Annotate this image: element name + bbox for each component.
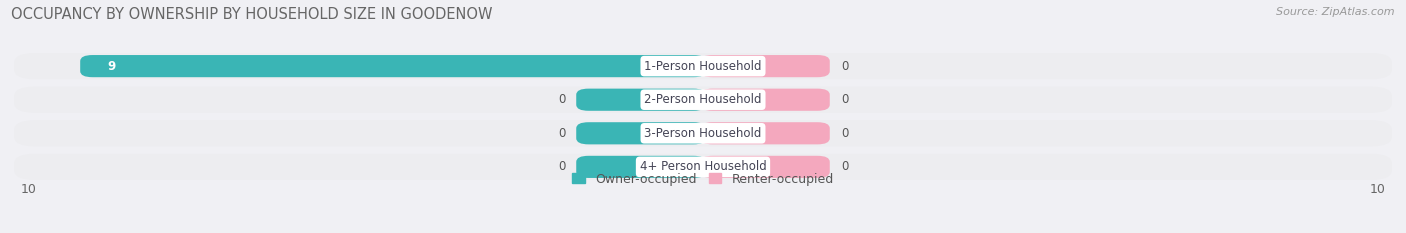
Legend: Owner-occupied, Renter-occupied: Owner-occupied, Renter-occupied (568, 168, 838, 191)
Text: 0: 0 (841, 93, 848, 106)
FancyBboxPatch shape (700, 122, 830, 144)
FancyBboxPatch shape (14, 120, 1392, 146)
FancyBboxPatch shape (576, 89, 706, 111)
Text: OCCUPANCY BY OWNERSHIP BY HOUSEHOLD SIZE IN GOODENOW: OCCUPANCY BY OWNERSHIP BY HOUSEHOLD SIZE… (11, 7, 492, 22)
Text: 0: 0 (558, 127, 565, 140)
Text: 3-Person Household: 3-Person Household (644, 127, 762, 140)
Text: 0: 0 (841, 160, 848, 173)
FancyBboxPatch shape (700, 156, 830, 178)
FancyBboxPatch shape (14, 87, 1392, 113)
FancyBboxPatch shape (14, 53, 1392, 79)
FancyBboxPatch shape (14, 154, 1392, 180)
FancyBboxPatch shape (80, 55, 706, 77)
Text: 0: 0 (558, 160, 565, 173)
Text: 0: 0 (841, 127, 848, 140)
Text: 9: 9 (107, 60, 115, 73)
Text: 2-Person Household: 2-Person Household (644, 93, 762, 106)
Text: Source: ZipAtlas.com: Source: ZipAtlas.com (1277, 7, 1395, 17)
FancyBboxPatch shape (576, 156, 706, 178)
FancyBboxPatch shape (700, 89, 830, 111)
FancyBboxPatch shape (700, 55, 830, 77)
Text: 10: 10 (1369, 183, 1385, 196)
Text: 4+ Person Household: 4+ Person Household (640, 160, 766, 173)
Text: 0: 0 (841, 60, 848, 73)
Text: 0: 0 (558, 93, 565, 106)
FancyBboxPatch shape (576, 122, 706, 144)
Text: 10: 10 (21, 183, 37, 196)
Text: 1-Person Household: 1-Person Household (644, 60, 762, 73)
